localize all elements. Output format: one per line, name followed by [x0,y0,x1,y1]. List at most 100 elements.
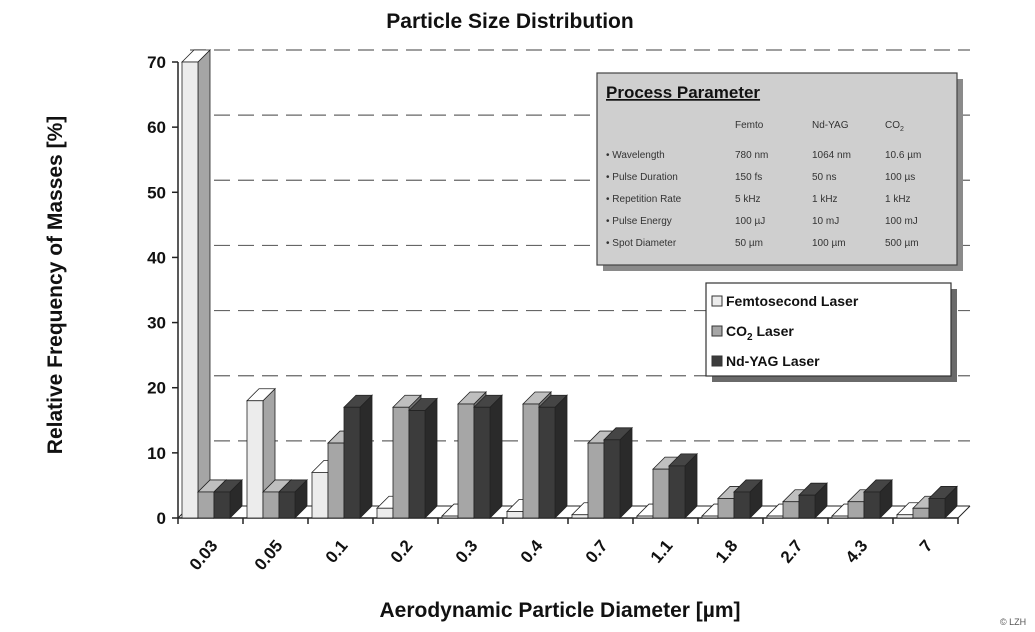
x-tick-label: 4.3 [842,536,872,566]
process-col-co2-sub: 2 [900,126,904,133]
bar-front [717,498,735,519]
legend-swatch-femto [711,295,723,307]
legend-label-ndyag: Nd-YAG Laser [726,353,820,369]
bar-femto-0.03 [181,49,211,519]
process-box-heading: Process Parameter [606,83,760,102]
bar-front [376,507,394,519]
legend-label-femto: Femtosecond Laser [726,293,859,309]
x-ticks: 0.03 0.05 0.1 0.2 0.3 0.4 0.7 1.1 1.8 2.7 4.3 7 [177,518,959,574]
bar-front [668,465,686,519]
legend-swatch-co2 [711,325,723,337]
legend-label-co2-sub: 2 [747,332,753,343]
copyright-note: © LZH [1000,617,1026,627]
process-row-label: • Spot Diameter [606,238,677,249]
x-tick-label: 1.1 [647,536,677,566]
x-axis-label: Aerodynamic Particle Diameter [µm] [379,599,740,622]
process-row-value: 1 kHz [812,194,838,205]
bar-ndyag-0.3 [473,394,503,519]
bar-front [603,439,621,519]
bar-front [246,400,264,519]
bar-front [343,406,361,519]
process-parameter-box: Process Parameter Femto Nd-YAG CO2 • Wav… [596,72,963,271]
y-ticks: 0 10 20 30 40 50 60 70 [147,53,178,528]
legend-box [705,282,952,377]
y-axis-label: Relative Frequency of Masses [%] [44,116,67,454]
y-tick-label: 0 [157,509,166,528]
bar-ndyag-7 [928,485,958,519]
bar-front [181,61,199,519]
process-row-value: 50 ns [812,172,836,183]
process-row-value: 50 µm [735,238,763,249]
legend-label-co2-tail: Laser [753,323,795,339]
floor-edge-right [957,505,971,519]
process-row-value: 150 fs [735,172,762,183]
x-tick-label: 0.7 [582,536,612,566]
process-row-value: 10 mJ [812,216,839,227]
bar-ndyag-0.2 [408,397,438,519]
bar-front [197,491,215,519]
bar-front [392,406,410,519]
bar-front [587,442,605,519]
process-col-femto: Femto [735,120,764,131]
y-tick-label: 60 [147,118,166,137]
bar-side [554,394,568,519]
gridlines [190,49,970,442]
bar-front [928,498,946,519]
bar-ndyag-1.8 [733,478,763,519]
bar-front [636,515,654,519]
y-tick-label: 50 [147,183,166,202]
legend-label-co2: CO2 Laser [726,323,794,343]
bar-front [782,501,800,519]
process-row-label: • Repetition Rate [606,194,682,205]
y-tick-label: 20 [147,379,166,398]
bar-front [863,491,881,519]
bar-front [652,468,670,519]
process-row-value: 100 mJ [885,216,918,227]
bar-front [311,471,329,519]
bar-ndyag-0.4 [538,394,568,519]
bar-front [327,442,345,519]
bar-side [424,397,438,519]
bar-front [408,410,426,519]
process-row-value: 780 nm [735,150,768,161]
bar-ndyag-2.7 [798,482,828,519]
process-row: • Repetition Rate 5 kHz 1 kHz 1 kHz [606,194,911,205]
process-row-value: 100 µJ [735,216,765,227]
y-tick-label: 10 [147,444,166,463]
bar-front [733,491,751,519]
process-row-value: 100 µm [812,238,846,249]
bar-front [522,403,540,519]
chart-title: Particle Size Distribution [386,10,633,33]
bar-ndyag-0.05 [278,478,308,519]
process-row-value: 1064 nm [812,150,851,161]
bar-front [831,515,849,519]
process-rows: • Wavelength 780 nm 1064 nm 10.6 µm • Pulse … [606,150,921,249]
bar-front [766,515,784,519]
bars [181,49,958,519]
process-row-label: • Wavelength [606,150,665,161]
bar-front [847,501,865,519]
process-row-label: • Pulse Duration [606,172,678,183]
x-tick-label: 0.1 [322,536,352,566]
bar-side [359,394,373,519]
bar-front [213,491,231,519]
x-tick-label: 0.03 [186,536,222,574]
process-col-ndyag: Nd-YAG [812,120,849,131]
bar-front [278,491,296,519]
x-tick-label: 0.3 [452,536,482,566]
bar-side [619,426,633,519]
bar-front [506,511,524,519]
process-box-background [596,72,958,266]
process-row: • Pulse Duration 150 fs 50 ns 100 µs [606,172,915,183]
bar-front [457,403,475,519]
y-tick-label: 30 [147,314,166,333]
legend-swatch-ndyag [711,355,723,367]
bar-front [441,515,459,519]
x-tick-label: 2.7 [777,536,807,566]
y-tick-label: 40 [147,248,166,267]
process-row-value: 100 µs [885,172,915,183]
process-col-co2: CO2 [885,120,904,133]
process-col-co2-main: CO [885,120,900,131]
process-row-value: 10.6 µm [885,150,921,161]
bar-front [798,494,816,519]
